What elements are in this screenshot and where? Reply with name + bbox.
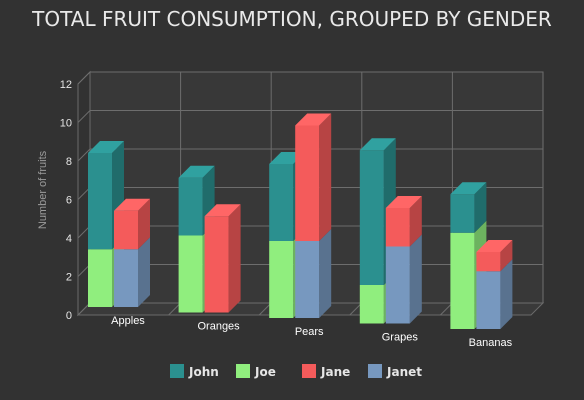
legend-item-janet[interactable]: Janet	[368, 364, 422, 379]
y-axis-title: Number of fruits	[37, 150, 49, 229]
bar-front	[204, 216, 229, 313]
bar-jane-apples[interactable]	[114, 198, 150, 250]
bar-front	[178, 235, 203, 313]
y-tick-label: 10	[60, 118, 72, 130]
bar-side	[319, 113, 332, 241]
bar-front	[295, 125, 320, 241]
bar-top	[295, 113, 332, 126]
gridline-y-side	[77, 110, 91, 123]
y-tick-label: 6	[66, 195, 72, 207]
x-tick-bananas: Bananas	[469, 337, 513, 349]
bar-front	[359, 285, 384, 324]
bar-top	[385, 196, 422, 208]
bar-front	[295, 241, 320, 318]
x-tick-pears: Pears	[295, 326, 324, 338]
gridline-y-side	[77, 71, 91, 85]
legend-label: John	[188, 365, 219, 379]
bar-front	[269, 241, 294, 318]
bar-front	[88, 153, 112, 250]
bar-jane-bananas[interactable]	[476, 240, 513, 272]
bar-top	[450, 182, 487, 195]
bar-side	[474, 182, 487, 233]
x-tick-grapes: Grapes	[382, 332, 419, 344]
bar-front	[114, 249, 138, 307]
legend-swatch	[368, 364, 382, 378]
legend-item-john[interactable]: John	[170, 364, 219, 379]
legend-item-joe[interactable]: Joe	[236, 364, 276, 379]
legend-swatch	[302, 364, 316, 378]
bar-jane-oranges[interactable]	[204, 204, 241, 313]
bar-janet-grapes[interactable]	[385, 234, 422, 324]
y-tick-label: 12	[60, 79, 72, 91]
bar-side	[409, 234, 422, 324]
bar-side	[319, 229, 332, 318]
bar-front	[114, 210, 138, 250]
bar-top	[204, 204, 241, 217]
x-tick-oranges: Oranges	[197, 321, 240, 333]
bar-top	[476, 240, 513, 252]
bar-top	[114, 198, 150, 211]
y-tick-label: 4	[66, 233, 72, 245]
bar-front	[450, 232, 475, 329]
x-tick-apples: Apples	[111, 315, 145, 327]
bar-side	[409, 196, 422, 247]
bars-layer	[88, 113, 513, 329]
bar-john-bananas[interactable]	[450, 182, 487, 233]
bar-side	[138, 237, 150, 307]
bar-janet-pears[interactable]	[295, 229, 332, 318]
bar-jane-grapes[interactable]	[385, 196, 422, 247]
bar-janet-apples[interactable]	[114, 237, 150, 307]
legend-item-jane[interactable]: Jane	[302, 364, 350, 379]
bar-front	[88, 249, 112, 307]
bar-top	[359, 138, 396, 151]
bar-top	[178, 165, 215, 178]
bar-front	[450, 194, 475, 233]
bar-john-apples[interactable]	[88, 141, 124, 250]
chart-title: TOTAL FRUIT CONSUMPTION, GROUPED BY GEND…	[31, 7, 552, 31]
bar-front	[178, 177, 203, 236]
bar-front	[269, 164, 294, 241]
bar-side	[138, 198, 150, 250]
y-tick-label: 8	[66, 156, 72, 168]
bar-janet-bananas[interactable]	[476, 259, 513, 329]
gridline-y-side	[77, 148, 91, 162]
legend: John Joe Jane Janet	[170, 364, 422, 379]
bar-top	[88, 141, 124, 153]
bar-jane-pears[interactable]	[295, 113, 332, 242]
bar-side	[500, 240, 513, 272]
bar-front	[385, 208, 410, 247]
bar-front	[476, 252, 501, 272]
axis-labels: 0 2 4 6 8 10 12 Apples Oranges Pears Grapes Bananas	[60, 79, 513, 349]
bar-front	[385, 246, 410, 324]
bar-front	[476, 271, 501, 329]
y-tick-label: 0	[66, 310, 72, 322]
legend-label: Joe	[254, 365, 276, 379]
legend-label: Jane	[320, 365, 350, 379]
legend-swatch	[170, 364, 184, 378]
legend-label: Janet	[386, 365, 422, 379]
y-tick-label: 2	[66, 272, 72, 284]
bar-side	[500, 259, 513, 329]
legend-swatch	[236, 364, 250, 378]
bar-side	[228, 204, 241, 313]
bar-front	[359, 150, 384, 285]
